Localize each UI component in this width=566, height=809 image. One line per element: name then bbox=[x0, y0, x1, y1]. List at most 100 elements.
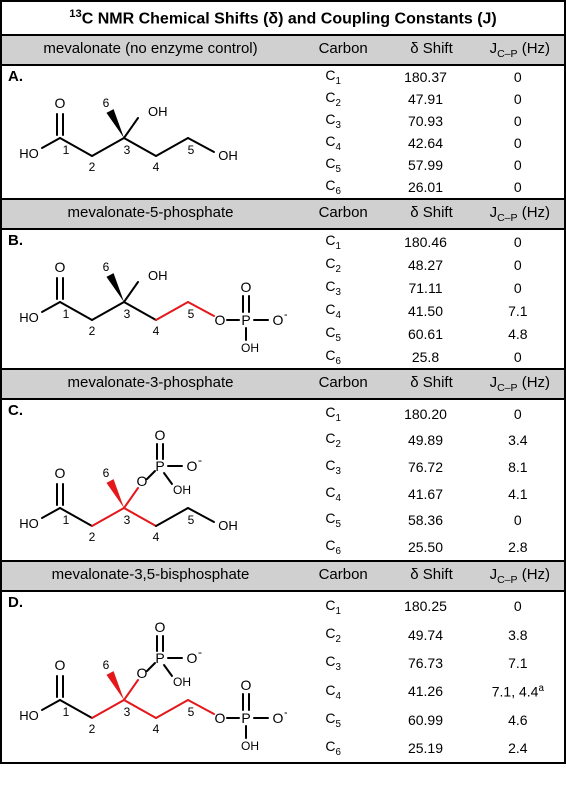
table-row: C625.502.8 bbox=[287, 534, 564, 561]
table-row: C558.360 bbox=[287, 507, 564, 534]
cell-j: 2.4 bbox=[472, 740, 564, 756]
svg-text:1: 1 bbox=[63, 513, 70, 527]
cell-carbon: C6 bbox=[287, 738, 379, 758]
svg-text:2: 2 bbox=[89, 530, 96, 544]
svg-text:3: 3 bbox=[124, 307, 131, 321]
cell-j: 8.1 bbox=[472, 459, 564, 475]
svg-text:4: 4 bbox=[153, 160, 160, 174]
svg-text:3: 3 bbox=[124, 513, 131, 527]
table-row: C441.267.1, 4.4a bbox=[287, 677, 564, 705]
col-carbon: Carbon bbox=[299, 370, 387, 398]
cell-shift: 57.99 bbox=[379, 157, 471, 173]
cell-j: 3.8 bbox=[472, 627, 564, 643]
svg-text:HO: HO bbox=[19, 310, 39, 325]
table-row: C371.110 bbox=[287, 276, 564, 299]
cell-carbon: C5 bbox=[287, 510, 379, 530]
svg-text:OH: OH bbox=[148, 104, 168, 119]
svg-text:6: 6 bbox=[103, 260, 110, 274]
cell-carbon: C4 bbox=[287, 133, 379, 153]
cell-carbon: C2 bbox=[287, 625, 379, 645]
svg-text:O: O bbox=[215, 312, 226, 328]
cell-carbon: C1 bbox=[287, 404, 379, 424]
svg-text:HO: HO bbox=[19, 516, 39, 531]
table-row: C1180.250 bbox=[287, 592, 564, 620]
svg-text:OH: OH bbox=[173, 483, 191, 497]
svg-text:1: 1 bbox=[63, 143, 70, 157]
svg-text:2: 2 bbox=[89, 722, 96, 736]
panel-A: A.OHOOHOH123456C1180.370C247.910C370.930… bbox=[2, 66, 564, 200]
table-row: C625.192.4 bbox=[287, 734, 564, 762]
col-jcp: JC–P (Hz) bbox=[476, 200, 564, 228]
svg-text:4: 4 bbox=[153, 324, 160, 338]
cell-j: 2.8 bbox=[472, 539, 564, 555]
cell-carbon: C1 bbox=[287, 597, 379, 617]
svg-text:O: O bbox=[155, 619, 166, 635]
structure: OHOOPOO-OHOPOO-OH123456 bbox=[2, 592, 287, 762]
table-row: C625.80 bbox=[287, 345, 564, 368]
svg-text:P: P bbox=[155, 458, 164, 474]
col-shift: δ Shift bbox=[387, 200, 475, 228]
cell-shift: 48.27 bbox=[379, 257, 471, 273]
cell-shift: 49.74 bbox=[379, 627, 471, 643]
svg-text:-: - bbox=[284, 705, 287, 719]
table-row: C370.930 bbox=[287, 110, 564, 132]
svg-text:1: 1 bbox=[63, 307, 70, 321]
cell-shift: 25.19 bbox=[379, 740, 471, 756]
svg-text:P: P bbox=[241, 312, 250, 328]
cell-carbon: C1 bbox=[287, 232, 379, 252]
cell-shift: 25.8 bbox=[379, 349, 471, 365]
cell-j: 4.6 bbox=[472, 712, 564, 728]
col-jcp: JC–P (Hz) bbox=[476, 36, 564, 64]
svg-text:OH: OH bbox=[241, 341, 259, 355]
svg-text:3: 3 bbox=[124, 705, 131, 719]
data-table: C1180.200C249.893.4C376.728.1C441.674.1C… bbox=[287, 400, 564, 560]
svg-text:6: 6 bbox=[103, 466, 110, 480]
cell-carbon: C6 bbox=[287, 177, 379, 197]
svg-text:O: O bbox=[273, 710, 284, 726]
svg-text:O: O bbox=[55, 657, 66, 673]
svg-text:5: 5 bbox=[188, 307, 195, 321]
col-jcp: JC–P (Hz) bbox=[476, 562, 564, 590]
cell-shift: 26.01 bbox=[379, 179, 471, 195]
cell-shift: 71.11 bbox=[379, 280, 471, 296]
table-row: C247.910 bbox=[287, 88, 564, 110]
cell-carbon: C6 bbox=[287, 537, 379, 557]
cell-j: 0 bbox=[472, 135, 564, 151]
svg-text:O: O bbox=[187, 650, 198, 666]
cell-shift: 180.20 bbox=[379, 406, 471, 422]
cell-shift: 180.37 bbox=[379, 69, 471, 85]
cell-j: 0 bbox=[472, 113, 564, 129]
cell-shift: 70.93 bbox=[379, 113, 471, 129]
cell-carbon: C2 bbox=[287, 430, 379, 450]
cell-carbon: C6 bbox=[287, 347, 379, 367]
svg-text:P: P bbox=[155, 650, 164, 666]
cell-shift: 58.36 bbox=[379, 512, 471, 528]
svg-text:4: 4 bbox=[153, 722, 160, 736]
cell-j: 0 bbox=[472, 69, 564, 85]
cell-j: 4.1 bbox=[472, 486, 564, 502]
cell-j: 7.1 bbox=[472, 303, 564, 319]
cell-j: 0 bbox=[472, 406, 564, 422]
cell-j: 3.4 bbox=[472, 432, 564, 448]
structure: OHOOPOO-OHOH123456 bbox=[2, 400, 287, 560]
svg-text:OH: OH bbox=[148, 268, 168, 283]
table-row: C248.270 bbox=[287, 253, 564, 276]
cell-shift: 180.46 bbox=[379, 234, 471, 250]
svg-text:O: O bbox=[55, 95, 66, 111]
figure-title: 13C NMR Chemical Shifts (δ) and Coupling… bbox=[2, 2, 564, 36]
svg-text:O: O bbox=[241, 279, 252, 295]
svg-text:O: O bbox=[155, 427, 166, 443]
svg-text:6: 6 bbox=[103, 658, 110, 672]
svg-text:2: 2 bbox=[89, 160, 96, 174]
svg-text:O: O bbox=[215, 710, 226, 726]
cell-carbon: C2 bbox=[287, 89, 379, 109]
cell-j: 0 bbox=[472, 157, 564, 173]
svg-text:O: O bbox=[55, 259, 66, 275]
col-jcp: JC–P (Hz) bbox=[476, 370, 564, 398]
table-row: C560.614.8 bbox=[287, 322, 564, 345]
cell-shift: 60.99 bbox=[379, 712, 471, 728]
col-shift: δ Shift bbox=[387, 370, 475, 398]
panel-D: D.OHOOPOO-OHOPOO-OH123456C1180.250C249.7… bbox=[2, 592, 564, 762]
structure: OHOOHOPOO-OH123456 bbox=[2, 230, 287, 368]
table-row: C376.728.1 bbox=[287, 454, 564, 481]
